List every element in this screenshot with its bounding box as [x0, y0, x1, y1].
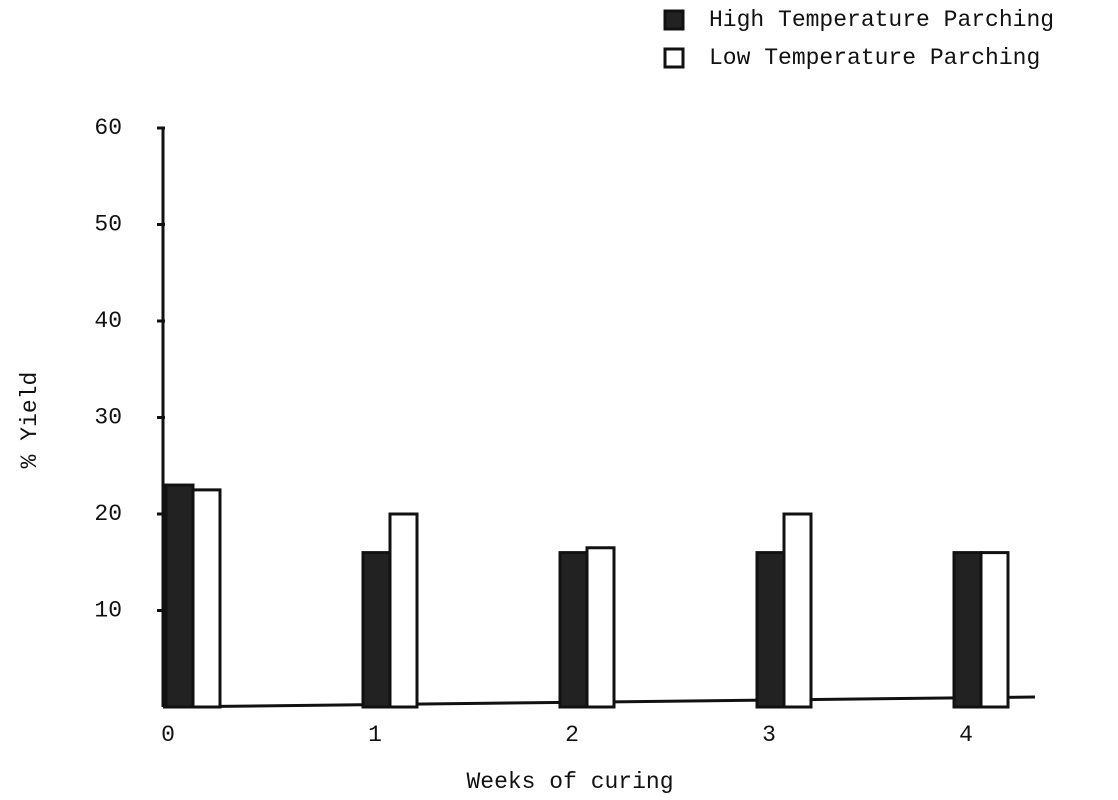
- x-tick-label: 0: [161, 722, 175, 748]
- bar: [782, 512, 813, 709]
- legend-label: Low Temperature Parching: [709, 45, 1040, 71]
- bar: [585, 546, 616, 709]
- x-axis-label: Weeks of curing: [466, 769, 673, 795]
- bar: [755, 551, 786, 709]
- y-tick-label: 40: [94, 308, 122, 334]
- legend-swatch: [663, 47, 685, 69]
- x-tick-label: 2: [565, 722, 579, 748]
- bar: [952, 551, 983, 709]
- y-tick-label: 50: [94, 212, 122, 238]
- y-tick-label: 60: [94, 115, 122, 141]
- x-tick-label: 3: [762, 722, 776, 748]
- bar: [558, 551, 589, 709]
- x-tick-label: 1: [368, 722, 382, 748]
- bar: [361, 551, 392, 709]
- x-tick-label: 4: [959, 722, 973, 748]
- y-axis-label: % Yield: [17, 372, 43, 469]
- bar: [979, 551, 1010, 709]
- bar: [164, 483, 195, 709]
- legend-swatch: [663, 9, 685, 31]
- y-tick-label: 30: [94, 405, 122, 431]
- bar: [191, 488, 222, 709]
- y-tick-label: 20: [94, 501, 122, 527]
- legend-label: High Temperature Parching: [709, 7, 1054, 33]
- bar: [388, 512, 419, 709]
- y-tick-label: 10: [94, 598, 122, 624]
